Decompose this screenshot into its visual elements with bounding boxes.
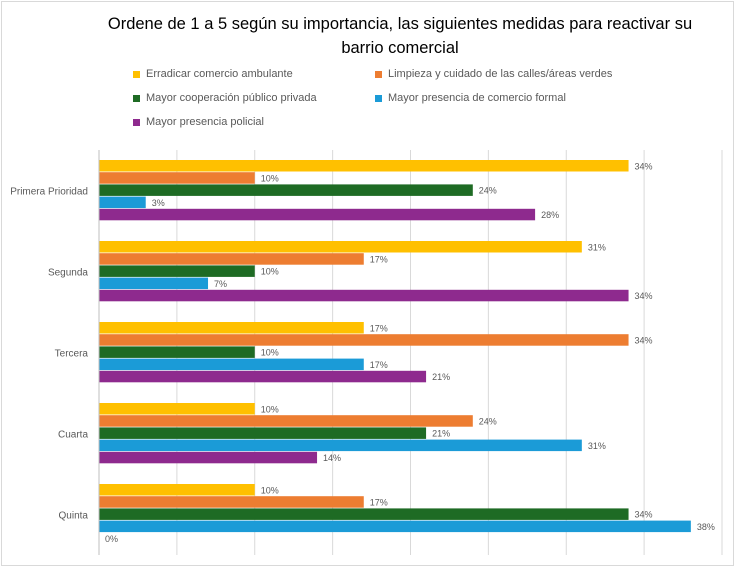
bar: [99, 265, 255, 277]
data-label: 28%: [541, 210, 559, 220]
legend-label: Mayor presencia de comercio formal: [388, 92, 566, 104]
data-label: 31%: [588, 441, 606, 451]
data-label: 10%: [261, 404, 279, 414]
legend-label: Limpieza y cuidado de las calles/áreas v…: [388, 68, 613, 80]
bar: [99, 241, 582, 253]
legend-swatch: [375, 70, 382, 78]
legend-swatch: [133, 70, 140, 78]
data-label: 10%: [261, 485, 279, 495]
bar: [99, 496, 364, 508]
data-label: 7%: [214, 279, 227, 289]
bar: [99, 289, 629, 302]
bar: [99, 451, 318, 464]
data-label: 24%: [479, 186, 497, 196]
bar: [99, 403, 255, 415]
data-label: 14%: [323, 453, 341, 463]
data-label: 17%: [370, 497, 388, 507]
data-label: 17%: [370, 323, 388, 333]
data-label: 17%: [370, 360, 388, 370]
legend-label: Erradicar comercio ambulante: [146, 68, 293, 80]
data-label: 10%: [261, 173, 279, 183]
data-label: 34%: [635, 291, 653, 301]
bar: [99, 439, 582, 452]
chart-title: Ordene de 1 a 5 según su importancia, la…: [107, 15, 693, 57]
category-label: Tercera: [55, 349, 89, 360]
data-label: 21%: [432, 429, 450, 439]
data-label: 38%: [697, 522, 715, 532]
bar: [99, 427, 427, 439]
data-label: 34%: [635, 335, 653, 345]
legend-item: Erradicar comercio ambulante: [133, 68, 293, 80]
data-label: 21%: [432, 372, 450, 382]
bar: [99, 520, 691, 533]
bar: [99, 346, 255, 358]
bar: [99, 172, 255, 184]
bar: [99, 196, 146, 209]
bar: [99, 358, 364, 371]
data-label: 10%: [261, 267, 279, 277]
legend-label: Mayor presencia policial: [146, 116, 264, 128]
category-label: Cuarta: [58, 430, 88, 441]
bar: [99, 184, 473, 196]
data-label: 0%: [105, 534, 118, 544]
legend-swatch: [375, 94, 382, 102]
bar: [99, 415, 473, 427]
data-label: 3%: [152, 198, 165, 208]
data-label: 24%: [479, 416, 497, 426]
bar: [99, 370, 427, 383]
category-label: Quinta: [59, 511, 89, 522]
data-label: 17%: [370, 254, 388, 264]
legend-item: Limpieza y cuidado de las calles/áreas v…: [375, 68, 612, 80]
legend-swatch: [133, 118, 140, 126]
category-label: Primera Prioridad: [10, 187, 88, 198]
bar: [99, 334, 629, 346]
data-label: 31%: [588, 242, 606, 252]
legend-label: Mayor cooperación público privada: [146, 92, 317, 104]
category-label: Segunda: [48, 268, 88, 279]
bar: [99, 484, 255, 496]
legend-item: Mayor cooperación público privada: [133, 92, 317, 104]
legend-swatch: [133, 94, 140, 102]
bar: [99, 208, 536, 221]
legend-item: Mayor presencia policial: [133, 116, 264, 128]
data-label: 10%: [261, 348, 279, 358]
data-label: 34%: [635, 161, 653, 171]
bar: [99, 322, 364, 334]
data-label: 34%: [635, 510, 653, 520]
legend-item: Mayor presencia de comercio formal: [375, 92, 566, 104]
bar: [99, 277, 209, 290]
bar: [99, 160, 629, 172]
bar: [99, 253, 364, 265]
bar: [99, 508, 629, 520]
